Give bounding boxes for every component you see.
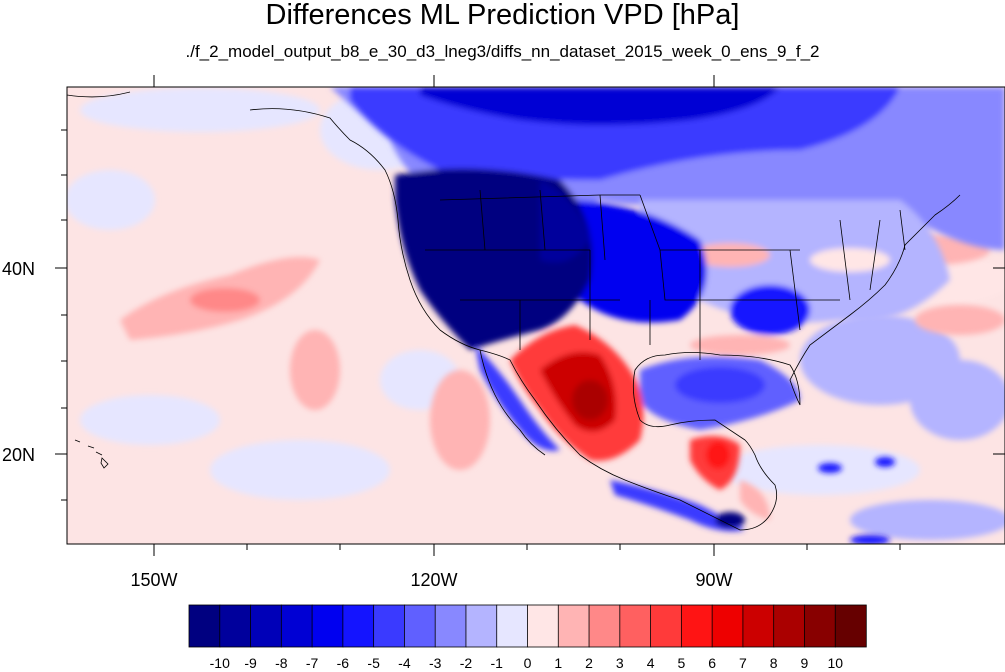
- colorbar-label: -2: [460, 655, 473, 671]
- colorbar-swatch: [773, 604, 806, 648]
- x-tick-label: 150W: [130, 570, 177, 590]
- y-tick-label: 40N: [2, 259, 35, 279]
- colorbar-swatch: [404, 604, 436, 648]
- colorbar-swatch: [711, 604, 744, 648]
- colorbar-swatch: [527, 604, 559, 648]
- colorbar-label: -10: [210, 655, 230, 671]
- colorbar-swatch: [219, 604, 252, 648]
- colorbar-swatch: [188, 604, 221, 648]
- colorbar-label: 3: [616, 655, 624, 671]
- colorbar-swatch: [373, 604, 406, 648]
- colorbar: -10 -9 -8 -7 -6 -5 -4 -3 -2 -1 0 1 2 3 4 5 6 7 8 9 10: [188, 604, 867, 671]
- coastlines: [67, 91, 961, 531]
- colorbar-label: -1: [491, 655, 504, 671]
- colorbar-swatch: [496, 604, 529, 648]
- colorbar-swatch: [619, 604, 652, 648]
- colorbar-swatch: [250, 604, 283, 648]
- colorbar-label: -4: [398, 655, 411, 671]
- colorbar-label: 0: [524, 655, 532, 671]
- map-title: Differences ML Prediction VPD [hPa]: [265, 0, 740, 31]
- colorbar-swatch: [434, 604, 467, 648]
- axis-ticks: [55, 75, 1005, 556]
- colorbar-swatch: [465, 604, 498, 648]
- colorbar-swatch: [742, 604, 775, 648]
- colorbar-label: -5: [367, 655, 380, 671]
- colorbar-swatch: [680, 604, 713, 648]
- colorbar-swatch: [557, 604, 590, 648]
- colorbar-label: 7: [739, 655, 747, 671]
- colorbar-label: 6: [708, 655, 716, 671]
- colorbar-label: 4: [647, 655, 655, 671]
- x-tick-label: 120W: [410, 570, 457, 590]
- colorbar-swatch: [342, 604, 375, 648]
- colorbar-label: 8: [770, 655, 778, 671]
- colorbar-label: 9: [801, 655, 809, 671]
- y-tick-label: 20N: [2, 445, 35, 465]
- colorbar-label: -8: [275, 655, 288, 671]
- colorbar-label: 10: [827, 655, 843, 671]
- colorbar-label: -6: [337, 655, 350, 671]
- x-tick-label: 90W: [695, 570, 732, 590]
- map-field: [67, 87, 1005, 544]
- colorbar-label: 2: [585, 655, 593, 671]
- colorbar-swatch: [834, 604, 867, 648]
- colorbar-label: 1: [554, 655, 562, 671]
- colorbar-swatch: [280, 604, 313, 648]
- land-field: [330, 87, 1005, 544]
- map-subtitle: ./f_2_model_output_b8_e_30_d3_lneg3/diff…: [185, 42, 820, 61]
- colorbar-label: -7: [306, 655, 319, 671]
- hawaii-islands: [74, 439, 109, 469]
- colorbar-label: 5: [677, 655, 685, 671]
- colorbar-swatch: [804, 604, 836, 648]
- colorbar-label: -3: [429, 655, 442, 671]
- colorbar-swatch: [311, 604, 344, 648]
- colorbar-swatch: [588, 604, 621, 648]
- colorbar-swatch: [650, 604, 683, 648]
- colorbar-label: -9: [244, 655, 257, 671]
